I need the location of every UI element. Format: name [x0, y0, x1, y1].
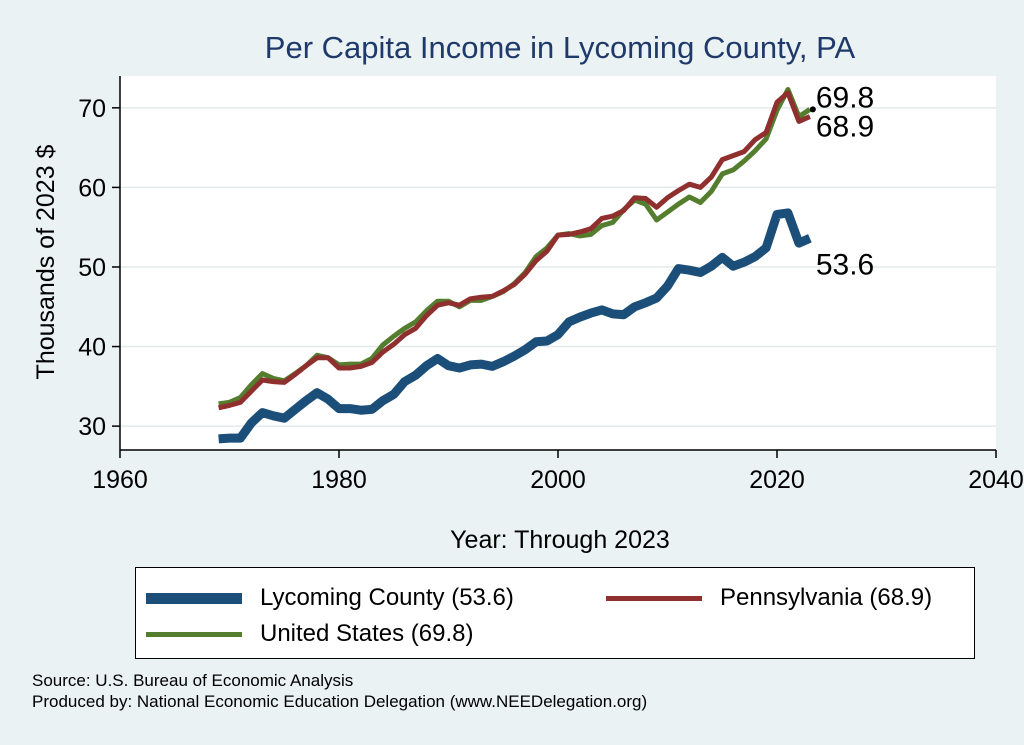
y-tick-label-40: 40 [78, 334, 106, 362]
series-line-pennsylvania [218, 90, 811, 411]
legend: Lycoming County (53.6) Pennsylvania (68.… [135, 567, 975, 659]
plot-area [120, 76, 996, 450]
x-tick-label-2020: 2020 [749, 466, 805, 494]
legend-label-pennsylvania: Pennsylvania (68.9) [720, 584, 933, 611]
x-axis-label: Year: Through 2023 [450, 526, 670, 554]
y-tick-label-30: 30 [78, 413, 106, 441]
gridlines [120, 107, 996, 427]
series-line-lycoming-county [218, 208, 812, 444]
y-axis-label: Thousands of 2023 $ [32, 144, 60, 379]
end-marker-united-states [809, 106, 816, 113]
chart-title: Per Capita Income in Lycoming County, PA [265, 30, 856, 65]
legend-swatch-lycoming [146, 592, 242, 604]
y-tick-label-50: 50 [78, 254, 106, 282]
x-tick-label-2040: 2040 [968, 466, 1024, 494]
series-layer [218, 87, 812, 444]
legend-label-united-states: United States (69.8) [260, 620, 474, 647]
legend-item-pennsylvania: Pennsylvania (68.9) [606, 584, 932, 612]
end-labels: 69.868.9 53.6 [809, 81, 874, 281]
x-tick-label-1980: 1980 [311, 466, 367, 494]
end-label-lycoming-county: 53.6 [816, 248, 874, 281]
footer: Source: U.S. Bureau of Economic Analysis… [32, 670, 647, 712]
end-label-united-states: 69.8 [816, 81, 874, 114]
produced-note: Produced by: National Economic Education… [32, 692, 648, 711]
legend-swatch-united-states [146, 631, 242, 637]
source-note: Source: U.S. Bureau of Economic Analysis [32, 671, 354, 690]
x-tick-label-1960: 1960 [92, 466, 148, 494]
legend-label-lycoming: Lycoming County (53.6) [260, 584, 514, 611]
end-label-pennsylvania: 68.9 [816, 111, 874, 144]
axes: 30 40 50 60 70 1960 1980 2000 2020 2040 [78, 76, 1024, 494]
legend-item-lycoming: Lycoming County (53.6) [146, 584, 514, 612]
y-tick-label-60: 60 [78, 174, 106, 202]
legend-item-united-states: United States (69.8) [146, 620, 473, 648]
y-tick-label-70: 70 [78, 95, 106, 123]
x-tick-label-2000: 2000 [530, 466, 586, 494]
legend-swatch-pennsylvania [606, 595, 702, 601]
